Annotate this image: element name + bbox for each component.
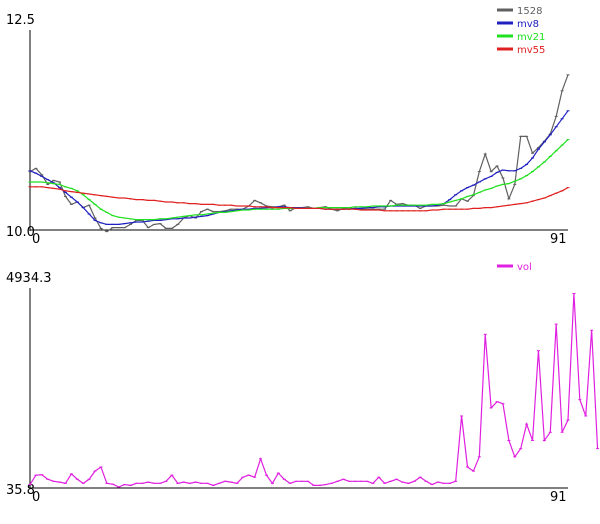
y-tick-label-max: 4934.3 (6, 271, 52, 286)
y-tick-label-max: 12.5 (6, 13, 35, 28)
x-tick-label-end: 91 (550, 490, 567, 505)
volume-panel: 4934.3 35.80 91 vol (6, 262, 600, 505)
legend-label-vol: vol (517, 262, 532, 273)
x-tick-label-start: 0 (32, 490, 40, 505)
legend-label-mv8: mv8 (517, 19, 539, 30)
legend-label-1528: 1528 (517, 6, 542, 17)
legend-label-mv55: mv55 (517, 45, 545, 56)
legend-label-mv21: mv21 (517, 32, 545, 43)
y-tick-label-min: 10.0 (6, 225, 35, 240)
price-panel: 12.5 10.00 91 1528 mv8 mv21 mv55 (6, 6, 570, 247)
x-tick-label-start: 0 (32, 232, 40, 247)
x-tick-label-end: 91 (550, 232, 567, 247)
series-line-vol (29, 293, 599, 488)
y-tick-label-min: 35.8 (6, 483, 35, 498)
